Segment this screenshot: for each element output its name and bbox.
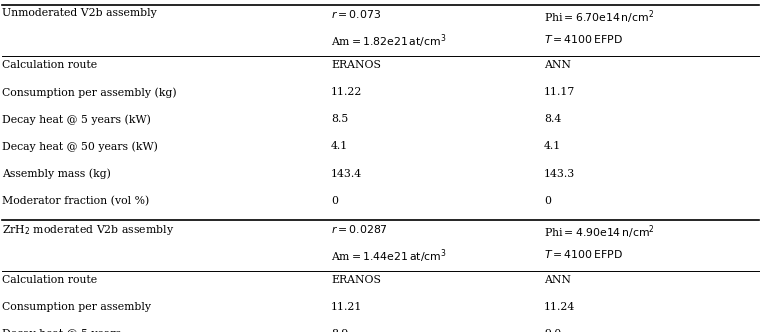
Text: $T=4100\,{\rm EFPD}$: $T=4100\,{\rm EFPD}$ [544, 248, 623, 260]
Text: Consumption per assembly (kg): Consumption per assembly (kg) [2, 87, 177, 98]
Text: 8.4: 8.4 [544, 114, 562, 124]
Text: 9.0: 9.0 [544, 329, 562, 332]
Text: ZrH$_2$ moderated V2b assembly: ZrH$_2$ moderated V2b assembly [2, 223, 174, 237]
Text: 0: 0 [331, 196, 338, 206]
Text: 4.1: 4.1 [544, 141, 562, 151]
Text: 8.5: 8.5 [331, 114, 349, 124]
Text: 143.4: 143.4 [331, 169, 362, 179]
Text: Decay heat @ 50 years (kW): Decay heat @ 50 years (kW) [2, 141, 158, 152]
Text: Decay heat @ 5 years (kW): Decay heat @ 5 years (kW) [2, 114, 151, 125]
Text: Unmoderated V2b assembly: Unmoderated V2b assembly [2, 8, 157, 18]
Text: $r=0.0287$: $r=0.0287$ [331, 223, 388, 235]
Text: Phi$=6.70{\rm e}14\,{\rm n/cm}^2$: Phi$=6.70{\rm e}14\,{\rm n/cm}^2$ [544, 8, 654, 26]
Text: Calculation route: Calculation route [2, 275, 97, 285]
Text: 143.3: 143.3 [544, 169, 575, 179]
Text: ERANOS: ERANOS [331, 275, 381, 285]
Text: Decay heat @ 5 years: Decay heat @ 5 years [2, 329, 121, 332]
Text: $r=0.073$: $r=0.073$ [331, 8, 381, 20]
Text: 11.24: 11.24 [544, 302, 575, 312]
Text: ERANOS: ERANOS [331, 60, 381, 70]
Text: 11.21: 11.21 [331, 302, 362, 312]
Text: Assembly mass (kg): Assembly mass (kg) [2, 169, 111, 179]
Text: ANN: ANN [544, 60, 571, 70]
Text: 0: 0 [544, 196, 551, 206]
Text: Calculation route: Calculation route [2, 60, 97, 70]
Text: Consumption per assembly: Consumption per assembly [2, 302, 151, 312]
Text: $T=4100\,{\rm EFPD}$: $T=4100\,{\rm EFPD}$ [544, 33, 623, 45]
Text: Phi$=4.90{\rm e}14\,{\rm n/cm}^2$: Phi$=4.90{\rm e}14\,{\rm n/cm}^2$ [544, 223, 655, 241]
Text: Am$=1.44{\rm e}21\,{\rm at/cm}^3$: Am$=1.44{\rm e}21\,{\rm at/cm}^3$ [331, 248, 447, 265]
Text: 4.1: 4.1 [331, 141, 349, 151]
Text: ANN: ANN [544, 275, 571, 285]
Text: 11.22: 11.22 [331, 87, 362, 97]
Text: Am$=1.82{\rm e}21\,{\rm at/cm}^3$: Am$=1.82{\rm e}21\,{\rm at/cm}^3$ [331, 33, 447, 50]
Text: 8.9: 8.9 [331, 329, 349, 332]
Text: Moderator fraction (vol %): Moderator fraction (vol %) [2, 196, 149, 206]
Text: 11.17: 11.17 [544, 87, 575, 97]
